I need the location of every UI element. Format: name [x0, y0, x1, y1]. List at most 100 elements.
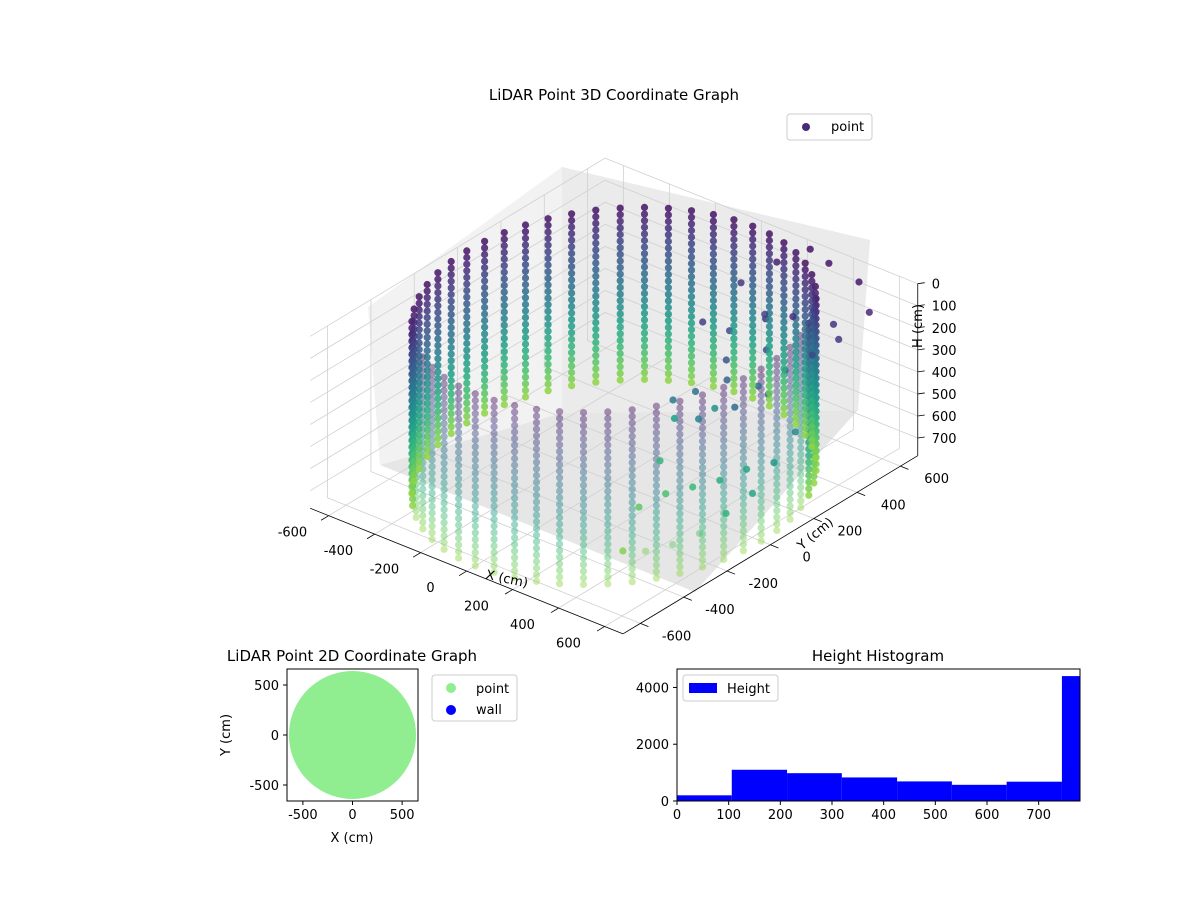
point-3d — [415, 326, 423, 334]
point-3d — [616, 237, 624, 245]
point-3d — [532, 564, 541, 572]
point-3d — [739, 388, 748, 396]
point-3d — [808, 370, 816, 378]
point-3d — [490, 509, 498, 517]
point-3d — [709, 382, 718, 390]
point-3d — [676, 556, 684, 564]
point-3d — [664, 363, 673, 371]
point-3d — [471, 529, 479, 537]
point-3d — [419, 518, 427, 526]
point-3d — [698, 444, 707, 452]
point-3d — [640, 263, 649, 271]
point-3d — [739, 481, 748, 489]
point-3d — [428, 502, 436, 510]
point-3d — [687, 346, 696, 354]
point-3d — [434, 295, 442, 303]
point-3d — [510, 421, 519, 429]
point-3d — [415, 432, 423, 440]
point-3d — [409, 502, 417, 510]
point-3d — [664, 303, 673, 312]
point-3d — [423, 419, 431, 427]
y-tick — [856, 491, 866, 496]
point-3d — [510, 507, 519, 515]
point-3d — [676, 457, 684, 465]
point-3d — [556, 421, 564, 429]
point-3d — [556, 573, 564, 581]
point-3d — [592, 246, 600, 254]
point-3d — [810, 479, 818, 487]
point-3d — [434, 394, 442, 402]
y-tick — [726, 570, 736, 575]
point-3d — [616, 217, 624, 225]
point-3d — [709, 210, 718, 219]
point-3d — [521, 360, 530, 368]
point-3d — [471, 542, 479, 550]
point-3d — [698, 464, 707, 472]
point-3d — [628, 558, 636, 566]
point-3d — [616, 290, 624, 298]
point-3d — [500, 315, 508, 323]
point-3d — [434, 308, 442, 316]
point-3d — [510, 461, 519, 469]
point-3d — [604, 560, 612, 568]
point-3d — [556, 454, 564, 462]
point-3d — [490, 548, 498, 557]
point-3d — [428, 496, 436, 504]
point-3d — [415, 372, 423, 380]
point-3d — [808, 330, 816, 338]
point-3d — [687, 359, 696, 367]
point-3d — [592, 213, 600, 221]
point-3d — [698, 424, 707, 432]
point-3d — [447, 343, 455, 352]
point-3d — [423, 439, 431, 447]
point-3d — [604, 580, 612, 588]
point-3d — [676, 417, 684, 425]
point-3d — [568, 216, 576, 224]
point-3d — [447, 416, 455, 424]
point-3d — [556, 580, 564, 588]
point-3d — [628, 512, 636, 520]
point-3d — [490, 529, 498, 537]
point-3d — [698, 536, 707, 545]
point-3d — [415, 299, 423, 307]
point-3d — [434, 381, 442, 389]
point-3d — [676, 549, 684, 558]
point-3d — [720, 555, 728, 564]
point-3d — [616, 211, 624, 219]
point-3d — [447, 403, 455, 411]
point-3d — [455, 435, 463, 443]
point-3d — [490, 456, 498, 464]
point-3d — [447, 357, 455, 365]
point-3d — [521, 254, 530, 262]
point-3d — [616, 250, 624, 258]
point-3d — [579, 561, 588, 569]
point-3d — [471, 496, 479, 504]
point-3d — [592, 378, 600, 386]
point-3d — [801, 431, 809, 439]
point-3d — [500, 288, 508, 296]
point-3d — [640, 316, 649, 324]
point-3d — [455, 382, 463, 390]
point-3d — [808, 396, 816, 404]
point-3d — [568, 355, 576, 363]
z-axis-label-3d: H (cm) — [911, 304, 926, 348]
point-3d — [463, 306, 471, 315]
point-3d — [434, 289, 442, 297]
point-3d — [739, 527, 748, 535]
point-3d — [670, 414, 679, 422]
point-3d — [780, 391, 788, 399]
point-3d — [510, 408, 519, 416]
point-3d — [664, 264, 673, 272]
x-tick — [596, 626, 605, 632]
point-3d — [616, 363, 624, 371]
point-3d — [664, 257, 673, 265]
point-3d — [532, 544, 541, 552]
point-3d — [568, 249, 576, 257]
point-3d — [792, 401, 800, 409]
point-3d — [797, 490, 805, 498]
z-tick-label: 300 — [932, 344, 957, 359]
point-3d — [434, 275, 442, 283]
point-3d — [664, 237, 673, 245]
point-3d — [428, 469, 436, 477]
point-3d — [490, 568, 498, 576]
